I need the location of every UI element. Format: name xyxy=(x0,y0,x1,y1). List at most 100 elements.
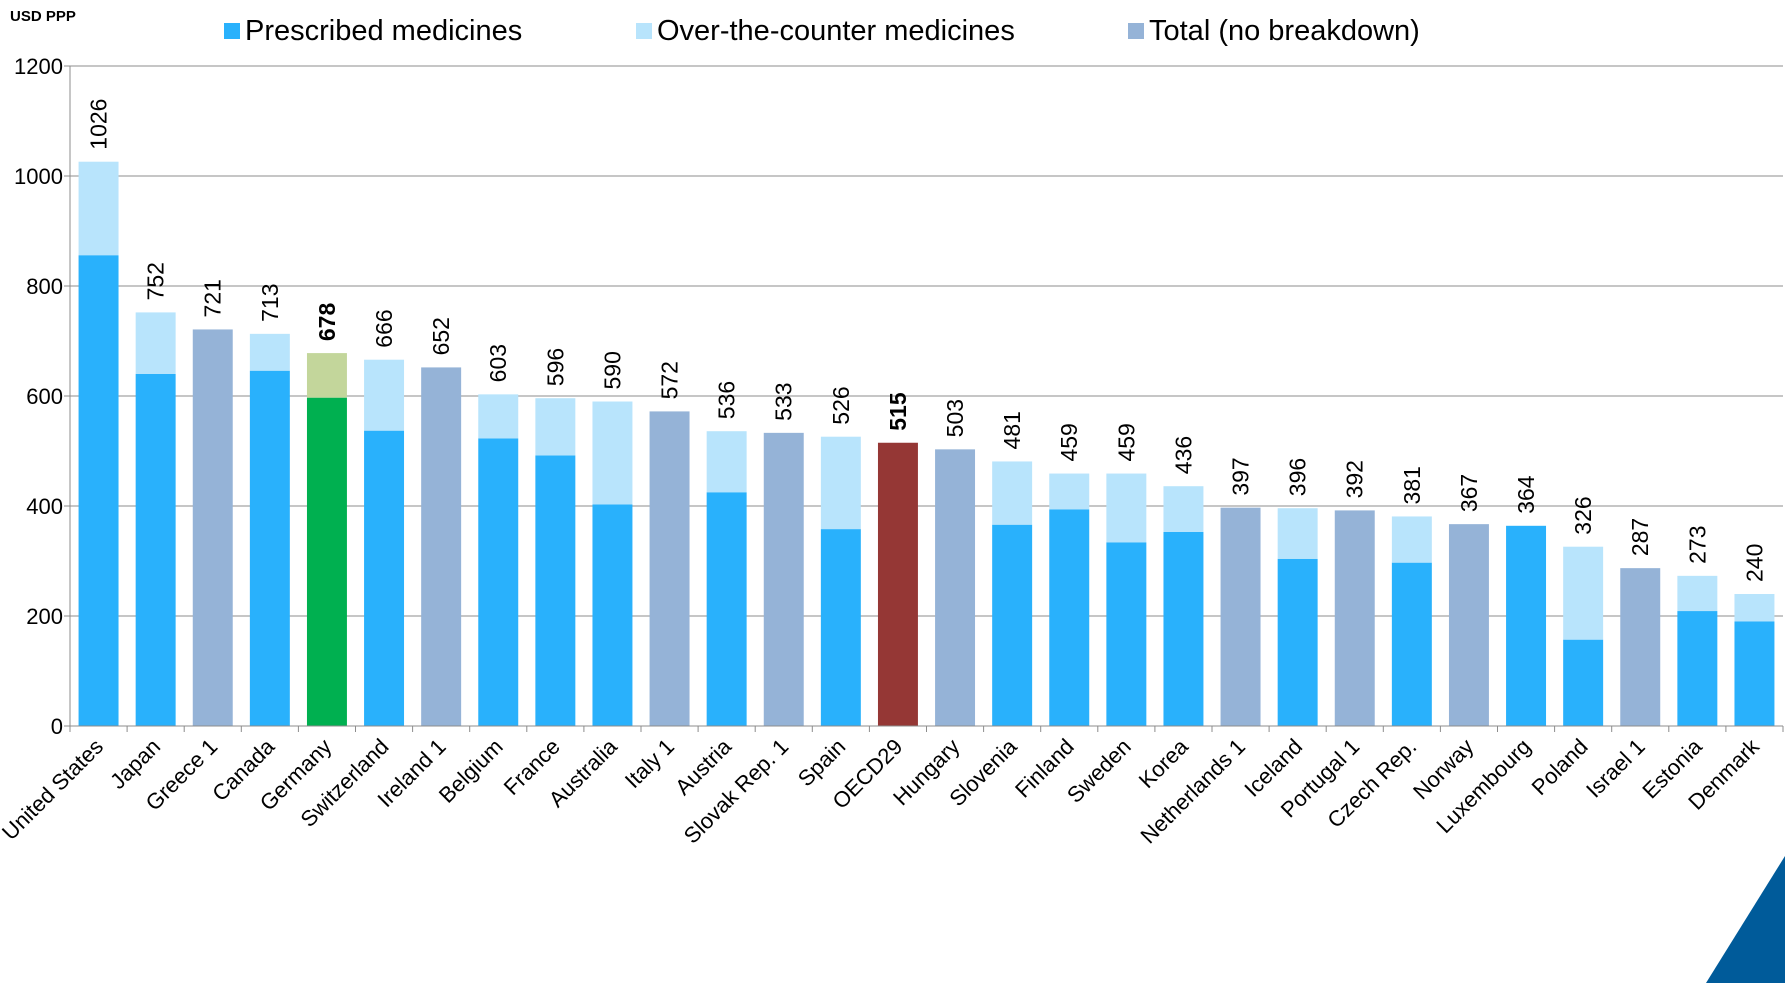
bar-prescribed xyxy=(1677,611,1718,726)
legend-label: Over-the-counter medicines xyxy=(657,15,1015,47)
bar-prescribed xyxy=(706,492,747,726)
legend-swatch xyxy=(224,23,240,39)
y-tick-label: 1200 xyxy=(14,54,63,79)
value-label: 436 xyxy=(1170,436,1196,474)
value-label: 326 xyxy=(1570,496,1596,534)
bars xyxy=(78,161,1775,726)
value-labels: 1026 752 721 713 678 666 652 603 596 590 572 536 533… xyxy=(86,99,1768,582)
bar-total xyxy=(1334,510,1375,726)
value-label: 526 xyxy=(828,386,854,424)
bar-prescribed xyxy=(306,397,347,726)
bar-prescribed xyxy=(1391,562,1432,726)
value-label: 603 xyxy=(485,344,511,382)
bar-prescribed xyxy=(1163,531,1204,726)
value-label: 678 xyxy=(314,303,340,342)
bar-otc xyxy=(78,161,119,256)
value-label: 533 xyxy=(771,382,797,420)
bar-prescribed xyxy=(249,370,290,726)
bar-prescribed xyxy=(1563,639,1604,726)
bar-prescribed xyxy=(992,524,1033,726)
y-tick-label: 1000 xyxy=(14,164,63,189)
corner-accent xyxy=(1706,856,1785,983)
x-tick-label: Belgium xyxy=(434,734,508,808)
value-label: 572 xyxy=(657,361,683,399)
bar-total xyxy=(763,432,804,726)
value-label: 666 xyxy=(371,309,397,347)
gridlines xyxy=(70,65,1783,617)
bar-prescribed xyxy=(820,529,861,726)
value-label: 721 xyxy=(200,279,226,317)
y-tick-label: 800 xyxy=(26,274,63,299)
bar-otc xyxy=(1563,546,1604,640)
bar-otc xyxy=(1049,473,1090,510)
bar-otc xyxy=(1391,516,1432,563)
value-label: 481 xyxy=(999,411,1025,449)
bar-otc xyxy=(706,431,747,493)
bar-prescribed xyxy=(135,374,176,726)
value-label: 536 xyxy=(714,381,740,419)
value-label: 396 xyxy=(1285,458,1311,496)
bar-prescribed xyxy=(364,430,405,726)
x-tick-label: Poland xyxy=(1527,734,1593,800)
bar-otc xyxy=(592,401,633,505)
value-label: 752 xyxy=(143,262,169,300)
bar-otc xyxy=(135,312,176,374)
y-tick-label: 200 xyxy=(26,604,63,629)
bar-otc xyxy=(364,359,405,431)
value-label: 652 xyxy=(428,317,454,355)
y-tick-label: 600 xyxy=(26,384,63,409)
value-label: 287 xyxy=(1627,518,1653,556)
value-label: 1026 xyxy=(86,99,112,150)
bar-total xyxy=(935,449,976,726)
bar-prescribed xyxy=(535,455,576,726)
bar-otc xyxy=(1734,594,1775,622)
bar-total xyxy=(877,442,918,726)
value-label: 590 xyxy=(599,351,625,389)
value-label: 397 xyxy=(1228,457,1254,495)
legend-swatch xyxy=(636,23,652,39)
value-label: 367 xyxy=(1456,474,1482,512)
bar-prescribed xyxy=(78,255,119,726)
bar-prescribed xyxy=(1106,542,1147,726)
axes xyxy=(69,66,1784,732)
bar-total xyxy=(421,367,462,726)
bar-prescribed xyxy=(1506,525,1547,726)
value-label: 240 xyxy=(1741,544,1767,582)
bar-otc xyxy=(1163,486,1204,532)
bar-otc xyxy=(306,353,347,398)
bar-prescribed xyxy=(592,504,633,726)
value-label: 364 xyxy=(1513,475,1539,514)
value-label: 273 xyxy=(1684,525,1710,563)
value-label: 392 xyxy=(1342,460,1368,498)
bar-total xyxy=(1220,507,1261,726)
bar-otc xyxy=(535,398,576,456)
bar-otc xyxy=(249,333,290,371)
bar-prescribed xyxy=(478,438,519,726)
y-axis-ticks: 0 200 400 600 800 1000 1200 xyxy=(14,54,70,739)
bar-otc xyxy=(992,461,1033,525)
bar-otc xyxy=(1277,508,1318,559)
value-label: 515 xyxy=(885,392,911,431)
y-axis-unit-label: USD PPP xyxy=(10,8,76,25)
legend-label: Total (no breakdown) xyxy=(1149,15,1420,47)
value-label: 459 xyxy=(1056,423,1082,461)
bar-total xyxy=(649,411,690,726)
x-tick-label: Israel 1 xyxy=(1581,734,1650,803)
value-label: 596 xyxy=(542,348,568,386)
value-label: 381 xyxy=(1399,466,1425,504)
y-tick-label: 400 xyxy=(26,494,63,519)
bar-prescribed xyxy=(1277,558,1318,726)
x-tick-label: United States xyxy=(0,734,108,845)
value-label: 503 xyxy=(942,399,968,437)
legend: Prescribed medicines Over-the-counter med… xyxy=(224,15,1420,47)
bar-otc xyxy=(1677,575,1718,612)
bar-otc xyxy=(1106,473,1147,543)
value-label: 459 xyxy=(1113,423,1139,461)
bar-total xyxy=(192,329,233,726)
x-tick-label: Sweden xyxy=(1062,734,1136,808)
value-label: 713 xyxy=(257,283,283,321)
legend-swatch xyxy=(1128,23,1144,39)
y-tick-label: 0 xyxy=(51,714,63,739)
